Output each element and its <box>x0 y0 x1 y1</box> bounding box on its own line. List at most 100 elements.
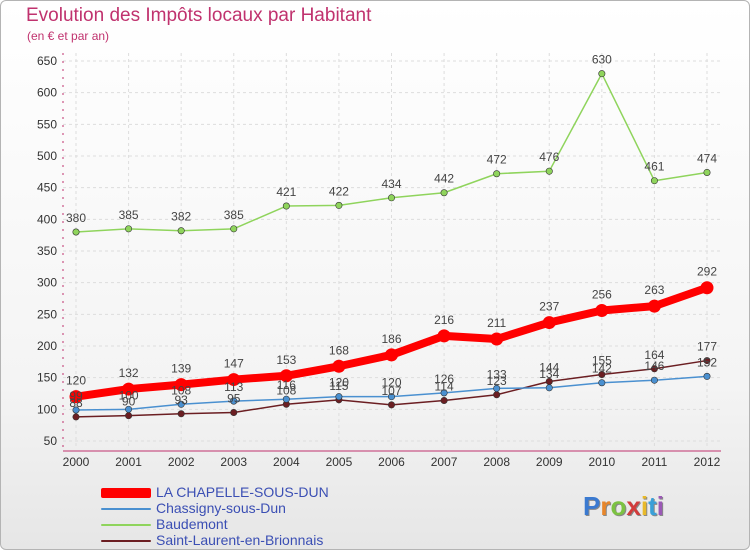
data-label: 153 <box>276 353 296 367</box>
data-label: 216 <box>434 313 454 327</box>
y-tick-label: 650 <box>37 54 57 68</box>
data-label: 147 <box>224 357 244 371</box>
series-point <box>177 400 185 408</box>
series-point <box>387 194 395 202</box>
data-label: 134 <box>539 367 559 381</box>
series-point <box>650 365 658 373</box>
x-tick-label: 2011 <box>642 455 668 469</box>
data-label: 146 <box>644 359 664 373</box>
proxiti-logo: Proxiti <box>583 491 664 521</box>
series-point <box>545 384 553 392</box>
data-label: 100 <box>119 388 139 402</box>
data-label: 120 <box>66 374 86 388</box>
series-point <box>700 281 714 295</box>
data-label: 263 <box>644 283 664 297</box>
data-label: 164 <box>644 348 664 362</box>
series-point <box>282 395 290 403</box>
legend-swatch <box>101 524 151 526</box>
data-label: 476 <box>539 150 559 164</box>
data-label: 139 <box>171 362 191 376</box>
series-point <box>335 393 343 401</box>
data-label: 142 <box>592 362 612 376</box>
data-label: 186 <box>381 332 401 346</box>
legend-label: Baudemont <box>156 516 228 532</box>
series-point <box>387 393 395 401</box>
x-tick-label: 2006 <box>378 455 405 469</box>
series-point <box>542 316 556 330</box>
data-label: 93 <box>174 393 188 407</box>
series-point <box>230 408 238 416</box>
data-label: 380 <box>66 211 86 225</box>
series-point <box>387 401 395 409</box>
x-tick-label: 2003 <box>220 455 247 469</box>
data-label: 442 <box>434 172 454 186</box>
axes: 650 600 550 500 450 400 350 300 250 200 150 100 50 20… <box>37 53 721 469</box>
x-tick-label: 2010 <box>588 455 615 469</box>
legend-swatch <box>101 540 151 542</box>
data-label: 461 <box>644 160 664 174</box>
series-point <box>703 372 711 380</box>
x-tick-label: 2005 <box>326 455 353 469</box>
series-point <box>490 332 504 346</box>
data-label: 237 <box>539 300 559 314</box>
series-point <box>385 348 398 362</box>
data-label: 95 <box>227 392 241 406</box>
data-label: 155 <box>592 354 612 368</box>
data-label: 114 <box>435 379 454 393</box>
x-tick-label: 2002 <box>168 455 195 469</box>
series-point <box>595 304 609 318</box>
data-label: 107 <box>381 384 401 398</box>
data-label: 474 <box>697 151 717 165</box>
series-point <box>650 177 658 185</box>
y-tick-label: 600 <box>37 86 57 100</box>
x-tick-label: 2009 <box>536 455 563 469</box>
series-point <box>598 379 606 387</box>
series-point <box>440 396 448 404</box>
data-label: 472 <box>487 153 507 167</box>
series <box>69 70 714 421</box>
data-label: 168 <box>329 343 349 357</box>
y-tick-label: 200 <box>37 339 57 353</box>
series-point <box>69 390 83 404</box>
series-point <box>282 202 290 210</box>
series-point <box>703 357 711 365</box>
series-point <box>335 201 343 209</box>
x-tick-label: 2012 <box>694 455 721 469</box>
series-point <box>125 405 133 413</box>
data-label: 422 <box>329 184 349 198</box>
series-point <box>440 189 448 197</box>
series-point <box>332 359 346 373</box>
series-point <box>493 391 501 399</box>
series-point <box>177 227 185 235</box>
series-point <box>125 412 133 420</box>
x-tick-label: 2004 <box>273 455 300 469</box>
data-label: 126 <box>434 372 454 386</box>
y-tick-label: 50 <box>44 434 58 448</box>
data-label: 382 <box>171 210 191 224</box>
y-tick-label: 400 <box>37 212 57 226</box>
series-point <box>647 299 661 313</box>
series-point <box>72 406 80 414</box>
data-label: 292 <box>697 265 717 279</box>
data-label: 256 <box>592 288 612 302</box>
x-tick-label: 2007 <box>431 455 458 469</box>
y-tick-label: 150 <box>37 371 57 385</box>
series-point <box>598 370 606 378</box>
series-point <box>493 384 501 392</box>
series-point <box>72 413 80 421</box>
y-tick-label: 100 <box>37 402 57 416</box>
y-tick-label: 250 <box>37 307 57 321</box>
y-tick-label: 300 <box>37 276 57 290</box>
legend-label: Chassigny-sous-Dun <box>156 500 286 516</box>
series-point <box>230 397 238 405</box>
legend-label: LA CHAPELLE-SOUS-DUN <box>156 484 329 500</box>
data-label: 177 <box>697 340 717 354</box>
legend-swatch <box>101 488 151 498</box>
data-label: 116 <box>277 378 296 392</box>
series-point <box>230 225 238 233</box>
series-point <box>598 70 606 78</box>
data-label: 120 <box>329 376 349 390</box>
legend-label: Saint-Laurent-en-Brionnais <box>156 532 324 548</box>
